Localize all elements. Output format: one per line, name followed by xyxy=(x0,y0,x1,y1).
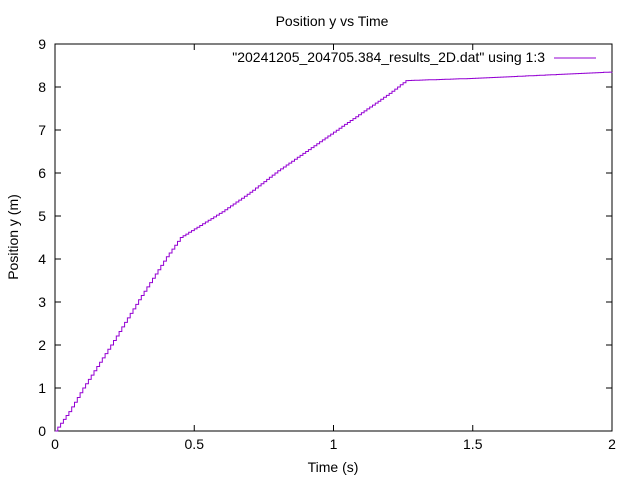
y-tick-label-6: 6 xyxy=(38,165,46,181)
x-tick-label-1: 0.5 xyxy=(185,436,205,452)
y-axis-label: Position y (m) xyxy=(5,194,21,280)
y-tick-label-0: 0 xyxy=(38,423,46,439)
x-axis: 0 0.5 1 1.5 2 xyxy=(51,44,616,452)
chart-title: Position y vs Time xyxy=(276,13,389,29)
y-tick-label-1: 1 xyxy=(38,380,46,396)
y-tick-label-7: 7 xyxy=(38,122,46,138)
x-tick-label-2: 1 xyxy=(330,436,338,452)
x-tick-label-0: 0 xyxy=(51,436,59,452)
y-tick-label-5: 5 xyxy=(38,208,46,224)
y-tick-label-4: 4 xyxy=(38,251,46,267)
legend-label: "20241205_204705.384_results_2D.dat" usi… xyxy=(232,49,545,65)
x-tick-label-4: 2 xyxy=(608,436,616,452)
y-tick-label-8: 8 xyxy=(38,79,46,95)
legend: "20241205_204705.384_results_2D.dat" usi… xyxy=(232,49,596,65)
y-tick-label-2: 2 xyxy=(38,337,46,353)
series-layer xyxy=(55,71,613,432)
plot-frame xyxy=(54,43,613,432)
y-tick-label-3: 3 xyxy=(38,294,46,310)
series-line-0 xyxy=(55,71,613,432)
x-tick-label-3: 1.5 xyxy=(463,436,483,452)
y-tick-label-9: 9 xyxy=(38,36,46,52)
y-axis: 0 1 2 3 4 5 6 7 8 9 xyxy=(38,36,612,439)
x-axis-label: Time (s) xyxy=(308,459,359,475)
